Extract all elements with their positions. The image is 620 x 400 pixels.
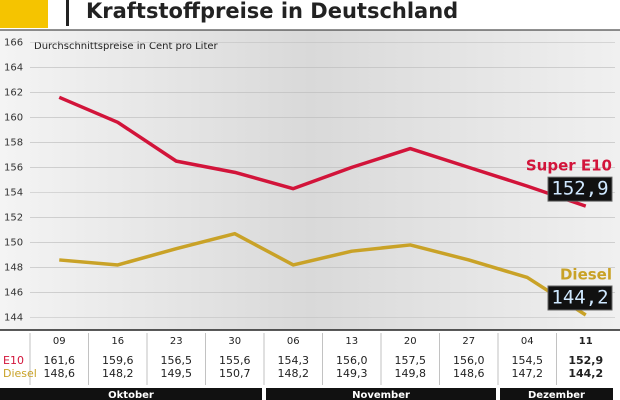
legend-label: Diesel	[560, 265, 612, 283]
month-bar	[0, 388, 262, 400]
chart-title: Kraftstoffpreise in Deutschland	[86, 0, 458, 23]
x-tick-label: 23	[170, 336, 183, 347]
table-value: 156,0	[336, 354, 368, 367]
x-tick-label: 16	[111, 336, 124, 347]
y-tick-label: 164	[4, 62, 23, 73]
table-value: 161,6	[44, 354, 76, 367]
series-line	[59, 231, 587, 317]
month-label: Oktober	[108, 390, 154, 400]
table-value: 159,6	[102, 354, 134, 367]
chart-subtitle: Durchschnittspreise in Cent pro Liter	[34, 41, 219, 52]
month-bar	[500, 388, 613, 400]
y-tick-label: 166	[4, 37, 23, 48]
y-tick-label: 144	[4, 312, 23, 323]
price-display	[547, 285, 613, 311]
title-accent	[0, 0, 48, 28]
y-tick-label: 146	[4, 287, 23, 298]
y-tick-label: 158	[4, 137, 23, 148]
month-label: Dezember	[528, 390, 585, 400]
table-value: 154,3	[278, 354, 310, 367]
table-value: 150,7	[219, 367, 251, 380]
x-tick-label: 06	[287, 336, 300, 347]
category-row	[0, 330, 620, 352]
table-value: 148,2	[278, 367, 310, 380]
month-bar	[266, 388, 496, 400]
month-label: November	[352, 390, 410, 400]
table-value: 144,2	[568, 367, 603, 380]
table-value: 148,2	[102, 367, 134, 380]
table-value: 157,5	[395, 354, 427, 367]
table-value: 155,6	[219, 354, 251, 367]
x-tick-label: 04	[521, 336, 534, 347]
table-row-label: Diesel	[3, 367, 37, 380]
table-value: 149,5	[161, 367, 193, 380]
x-tick-label: 27	[462, 336, 475, 347]
plot-background	[0, 30, 620, 330]
table-row-label: E10	[3, 354, 24, 367]
x-tick-label: 20	[404, 336, 417, 347]
title-bar	[66, 0, 69, 26]
y-tick-label: 154	[4, 187, 23, 198]
table-value: 148,6	[44, 367, 76, 380]
price-display-value: 144,2	[551, 286, 608, 308]
table-value: 154,5	[512, 354, 544, 367]
x-tick-label: 09	[53, 336, 66, 347]
table-value: 148,6	[453, 367, 485, 380]
x-tick-label: 11	[579, 336, 593, 347]
series-line	[58, 95, 587, 208]
y-tick-label: 160	[4, 112, 23, 123]
price-display-value: 152,9	[551, 178, 608, 200]
table-value: 156,5	[161, 354, 193, 367]
y-tick-label: 152	[4, 212, 23, 223]
price-display	[547, 176, 613, 202]
table-value: 147,2	[512, 367, 544, 380]
table-value: 156,0	[453, 354, 485, 367]
table-value: 149,8	[395, 367, 427, 380]
y-tick-label: 148	[4, 262, 23, 273]
y-tick-label: 162	[4, 87, 23, 98]
y-tick-label: 150	[4, 237, 23, 248]
table-value: 149,3	[336, 367, 368, 380]
x-tick-label: 30	[228, 336, 241, 347]
y-tick-label: 156	[4, 162, 23, 173]
x-tick-label: 13	[345, 336, 358, 347]
legend-label: Super E10	[526, 157, 612, 175]
table-value: 152,9	[568, 354, 603, 367]
